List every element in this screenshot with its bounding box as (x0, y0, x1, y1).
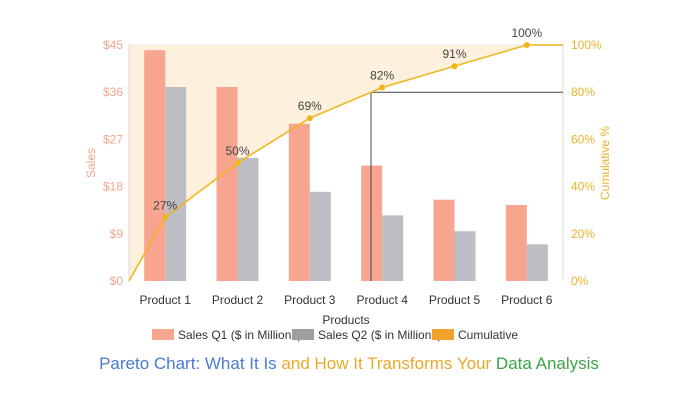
y2-tick-label-5: 80% (571, 85, 595, 99)
legend-label-2: Sales Q2 ($ in Millions) (318, 328, 441, 342)
bar-q1-3 (288, 123, 310, 281)
cumulative-label-4: 82% (370, 69, 394, 83)
bar-q2-6 (526, 244, 548, 281)
y-tick-label-1: $0 (110, 274, 124, 288)
bar-series (144, 50, 548, 282)
y2-axis-title: Cumulative % (598, 126, 612, 200)
y-tick-label-4: $27 (103, 132, 123, 146)
cumulative-label-3: 69% (298, 99, 322, 113)
y-tick-label-6: $45 (103, 38, 123, 52)
cumulative-line-series: 27% 50% 69% 82% 91% 100% (128, 26, 563, 282)
y-tick-label-2: $9 (110, 227, 124, 241)
x-tick-label-3: Product 3 (284, 293, 336, 307)
bar-q2-2 (237, 157, 259, 281)
legend-swatch-1 (152, 329, 174, 340)
pareto-chart: 27% 50% 69% 82% 91% 100% $0 $9 $18 $27 $36 $45 0% 20… (84, 26, 612, 342)
bar-q1-6 (505, 205, 527, 281)
y-axis-title: Sales (84, 148, 98, 178)
caption-part-3: Data Analysis (491, 354, 599, 373)
y2-tick-label-1: 0% (571, 274, 589, 288)
bar-q1-1 (144, 50, 166, 282)
reference-line (370, 91, 563, 281)
legend-label-1: Sales Q1 ($ in Millions) (178, 328, 301, 342)
legend: Sales Q1 ($ in Millions) Sales Q2 ($ in M… (152, 328, 518, 342)
x-tick-label-1: Product 1 (140, 293, 192, 307)
bar-q2-3 (309, 191, 331, 281)
y2-tick-label-3: 40% (571, 180, 595, 194)
cumulative-shaded-area (129, 45, 563, 281)
y2-tick-label-2: 20% (571, 227, 595, 241)
cumulative-label-1: 27% (153, 198, 177, 212)
x-tick-label-6: Product 6 (501, 293, 553, 307)
plot-frame (128, 44, 564, 281)
cumulative-label-6: 100% (511, 26, 542, 40)
x-tick-label-2: Product 2 (212, 293, 264, 307)
cumulative-label-2: 50% (225, 144, 249, 158)
bar-q1-4 (361, 165, 383, 281)
cumulative-point-5 (451, 63, 458, 70)
bar-q2-5 (454, 231, 476, 281)
legend-swatch-2 (292, 329, 314, 340)
y-tick-label-5: $36 (103, 85, 123, 99)
bar-q2-4 (382, 215, 404, 281)
cumulative-line (128, 44, 563, 282)
axes: $0 $9 $18 $27 $36 $45 0% 20% 40% 60% 80% 100% Produc… (84, 38, 612, 327)
legend-label-3: Cumulative (458, 328, 518, 342)
caption: Pareto Chart: What It Is and How It Tran… (0, 354, 698, 374)
cumulative-label-5: 91% (442, 47, 466, 61)
y2-tick-label-4: 60% (571, 132, 595, 146)
y-tick-label-3: $18 (103, 180, 123, 194)
bar-q1-2 (216, 87, 238, 281)
x-tick-label-5: Product 5 (429, 293, 481, 307)
cumulative-point-2 (234, 160, 241, 166)
x-axis-title: Products (322, 313, 369, 327)
bar-q2-1 (165, 87, 187, 281)
cumulative-point-6 (523, 42, 530, 48)
cumulative-point-4 (379, 84, 386, 91)
caption-part-1: Pareto Chart: What It Is (99, 354, 277, 373)
x-tick-label-4: Product 4 (357, 293, 409, 307)
caption-part-2: and How It Transforms Your (276, 354, 492, 373)
shaded-area (129, 45, 563, 281)
cumulative-point-1 (162, 214, 169, 221)
legend-swatch-3 (432, 329, 454, 340)
y2-tick-label-6: 100% (571, 38, 602, 52)
bar-q1-5 (433, 199, 455, 281)
cumulative-point-3 (306, 115, 313, 122)
